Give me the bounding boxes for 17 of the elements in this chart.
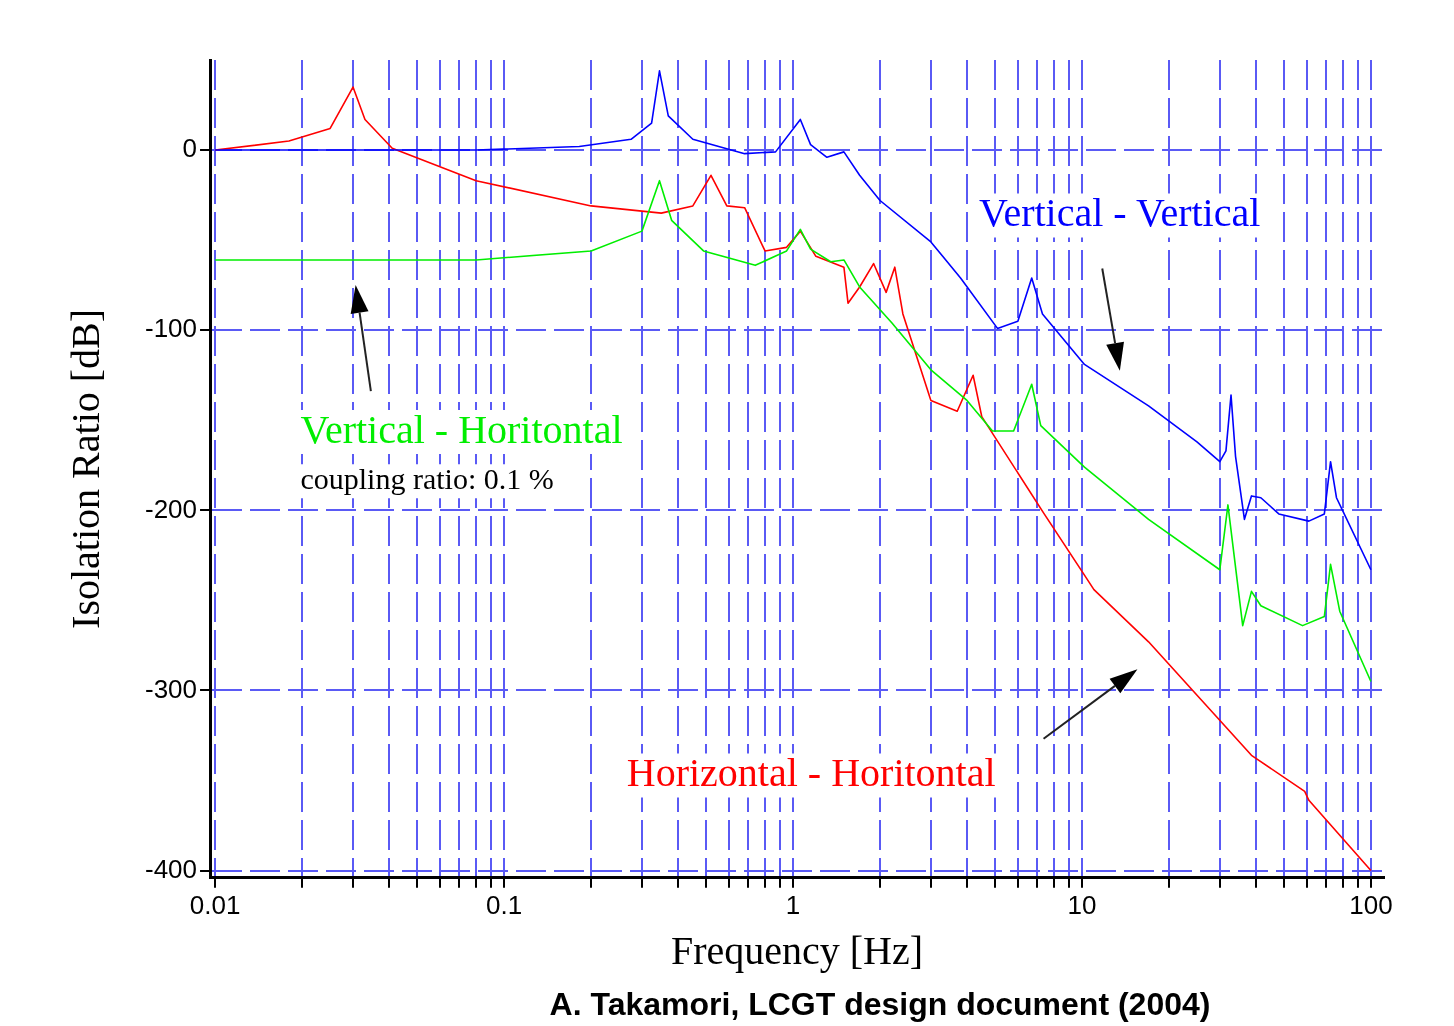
series-label: Vertical - Vertical [978, 189, 1261, 235]
y-axis-title: Isolation Ratio [dB] [62, 308, 108, 629]
x-tick-label: 10 [1067, 889, 1097, 920]
x-tick-label: 1 [785, 889, 801, 920]
y-tick-label: -200 [144, 493, 198, 524]
y-tick-label: -300 [144, 673, 198, 704]
y-tick-label: -100 [144, 313, 198, 344]
annotation: coupling ratio: 0.1 % [300, 462, 554, 496]
y-tick-label: -400 [144, 853, 198, 884]
text: Horizontal - Horitontal [626, 750, 996, 796]
y-tick-label: 0 [182, 133, 198, 164]
x-tick-label: 100 [1349, 889, 1393, 920]
text: A. Takamori, LCGT design document (2004) [549, 985, 1211, 1022]
x-tick-label: 0.1 [486, 889, 523, 920]
text: Vertical - Horitontal [300, 406, 623, 452]
x-tick-label: 0.01 [189, 889, 241, 920]
x-axis-title: Frequency [Hz] [670, 927, 924, 973]
